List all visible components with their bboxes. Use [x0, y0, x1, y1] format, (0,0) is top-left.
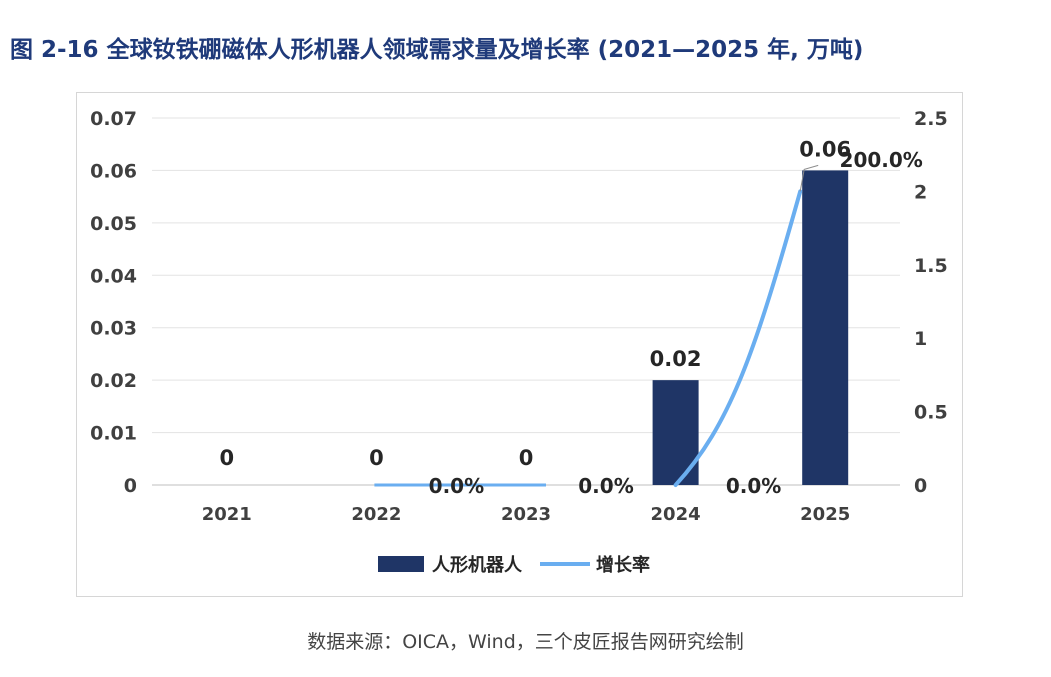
chart-frame — [76, 92, 963, 597]
right-axis-tick-label: 1.5 — [914, 255, 948, 277]
label-leader-line — [799, 164, 819, 192]
left-axis-tick-label: 0.02 — [90, 370, 137, 392]
left-axis-tick-label: 0.04 — [90, 265, 137, 287]
chart-title: 图 2-16 全球钕铁硼磁体人形机器人领域需求量及增长率 (2021—2025 … — [10, 37, 864, 63]
bar-data-label: 0.02 — [650, 347, 702, 371]
x-axis-category-label: 2022 — [351, 504, 401, 525]
x-axis-category-label: 2023 — [501, 504, 551, 525]
bar-data-label: 0 — [369, 446, 384, 470]
x-axis-category-label: 2025 — [800, 504, 850, 525]
right-axis-tick-label: 2.5 — [914, 108, 948, 130]
bar-data-label: 0 — [219, 446, 234, 470]
bar-data-label: 0.06 — [799, 137, 851, 161]
left-axis-tick-label: 0.01 — [90, 423, 137, 445]
x-axis-category-label: 2021 — [202, 504, 252, 525]
left-axis-tick-label: 0.05 — [90, 213, 137, 235]
right-axis-tick-label: 0.5 — [914, 402, 948, 424]
bar — [652, 380, 699, 485]
x-axis-category-label: 2024 — [651, 504, 701, 525]
source-note: 数据来源：OICA，Wind，三个皮匠报告网研究绘制 — [307, 631, 744, 653]
legend-line-label: 增长率 — [596, 554, 650, 576]
legend-bar-label: 人形机器人 — [432, 555, 523, 576]
right-axis-tick-label: 0 — [914, 475, 927, 497]
bar — [802, 170, 849, 485]
growth-data-label: 200.0% — [840, 148, 923, 172]
right-axis-tick-label: 1 — [914, 328, 927, 350]
growth-line-rise — [673, 189, 803, 487]
left-axis-tick-label: 0 — [124, 475, 137, 497]
left-axis-tick-label: 0.03 — [90, 318, 137, 340]
bar-data-label: 0 — [519, 446, 534, 470]
right-axis-tick-label: 2 — [914, 181, 927, 203]
growth-data-label: 0.0% — [429, 474, 484, 498]
left-axis-tick-label: 0.06 — [90, 160, 137, 182]
left-axis-tick-label: 0.07 — [90, 108, 137, 130]
legend-bar-swatch — [378, 556, 424, 572]
growth-data-label: 0.0% — [726, 474, 781, 498]
growth-data-label: 0.0% — [578, 474, 633, 498]
